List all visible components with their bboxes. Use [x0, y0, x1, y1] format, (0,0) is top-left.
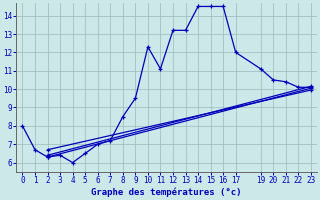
X-axis label: Graphe des températures (°c): Graphe des températures (°c): [92, 188, 242, 197]
